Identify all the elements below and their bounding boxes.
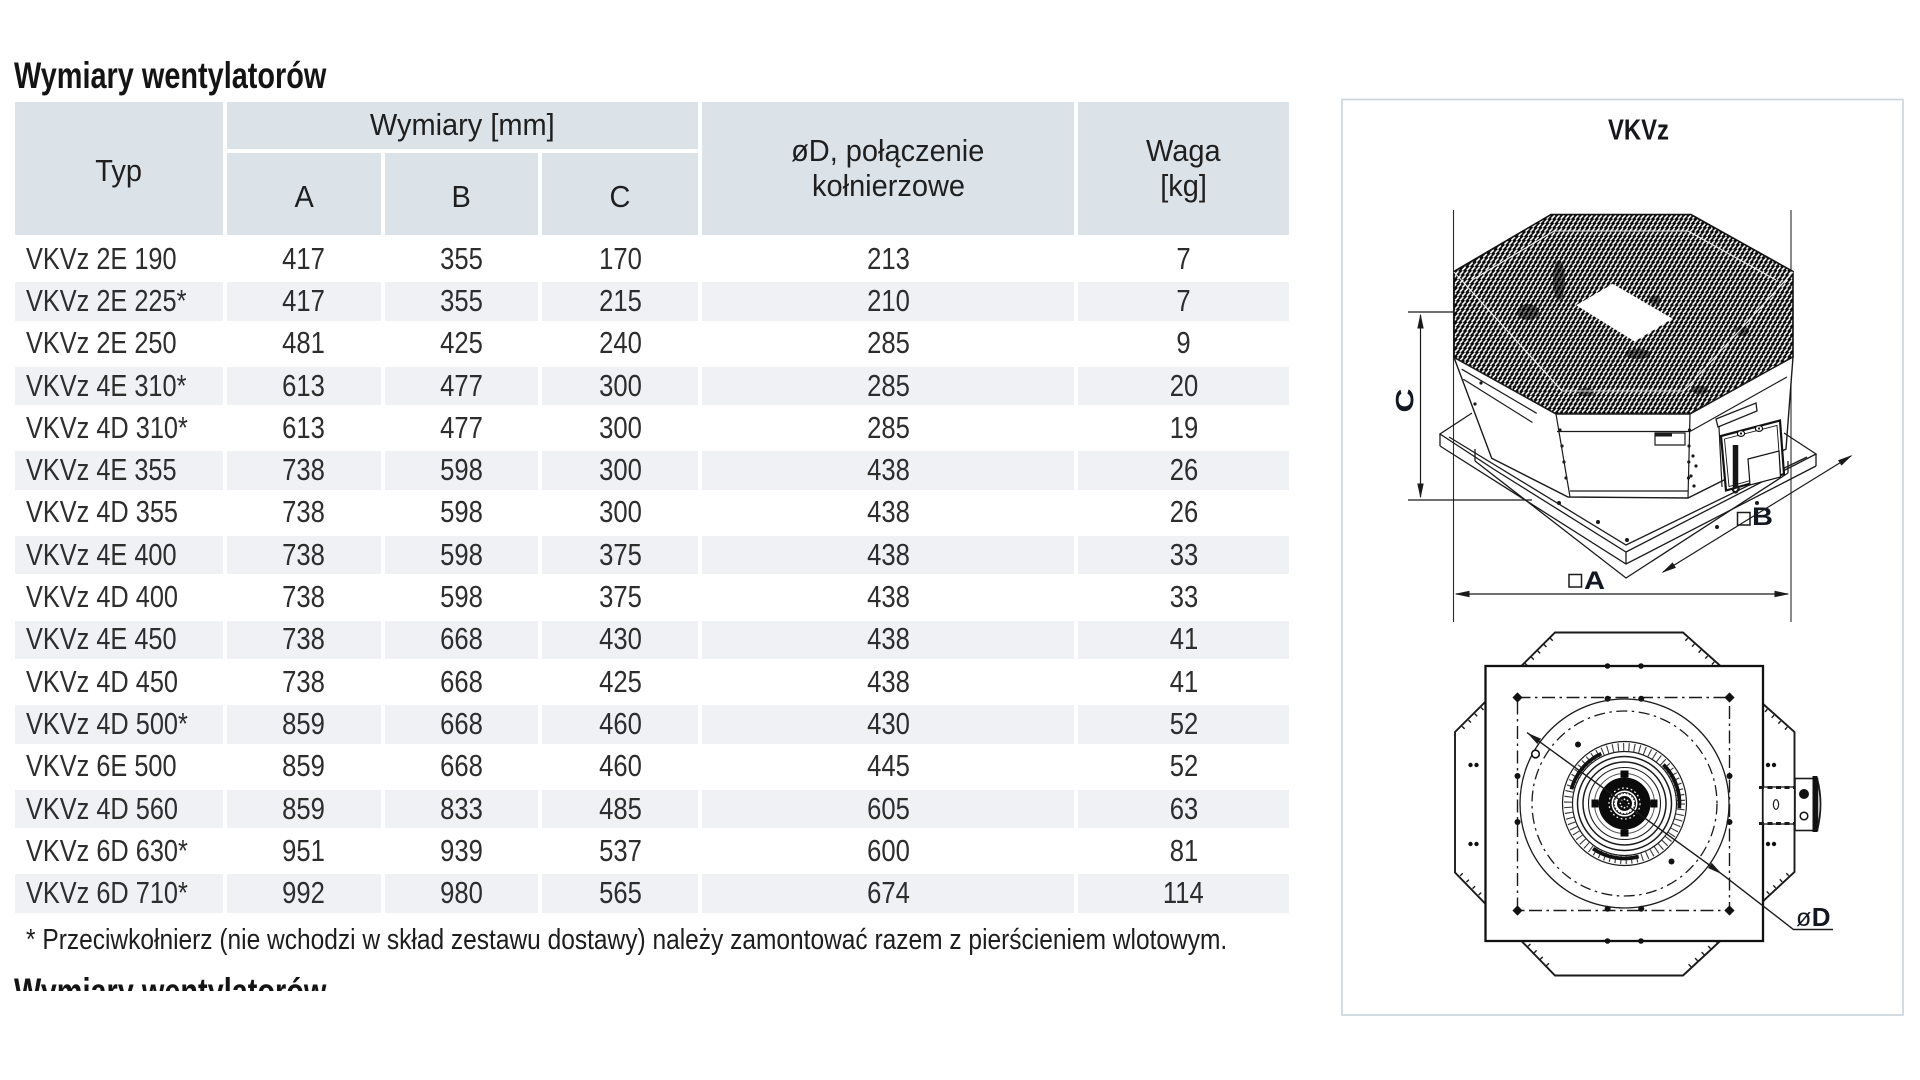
svg-text:øD: øD	[1796, 902, 1831, 932]
svg-text:B: B	[1752, 503, 1773, 531]
svg-text:VKVz: VKVz	[1608, 115, 1669, 147]
svg-text:C: C	[1392, 389, 1420, 413]
svg-text:A: A	[1584, 567, 1605, 595]
